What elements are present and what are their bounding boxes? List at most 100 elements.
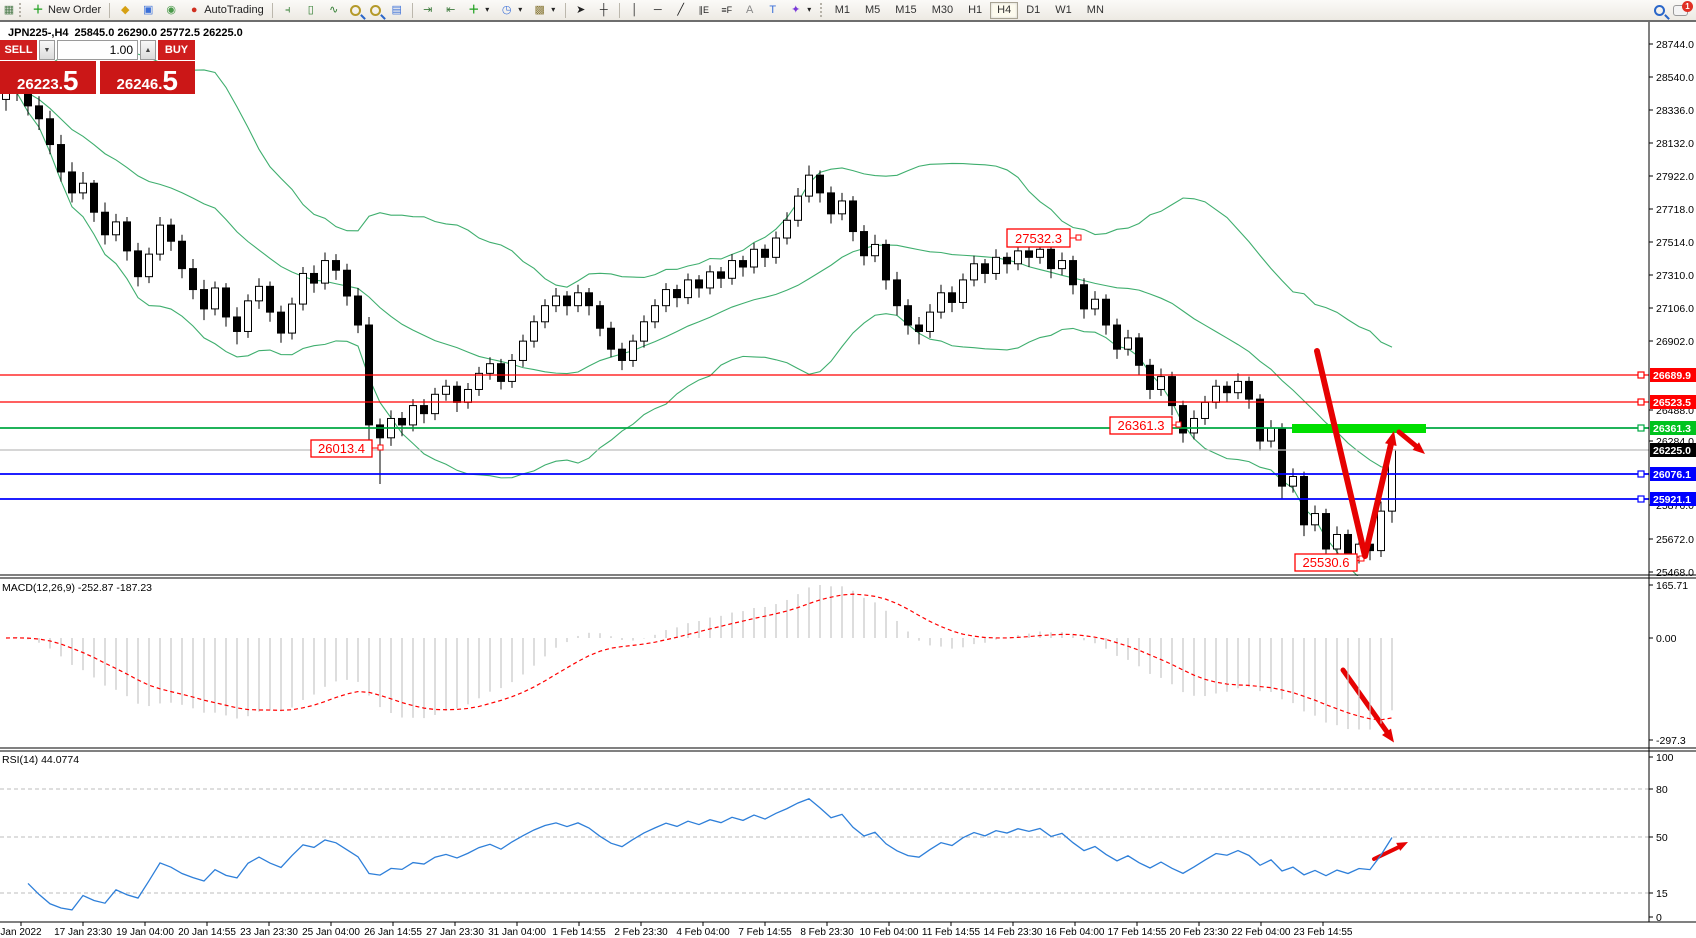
volume-input[interactable]: 1.00 bbox=[57, 40, 138, 60]
cursor-icon: ➤ bbox=[576, 3, 586, 16]
toolbar-separator bbox=[271, 2, 273, 18]
svg-text:0: 0 bbox=[1656, 912, 1662, 924]
time-axis[interactable]: Jan 2022 17 Jan 23:30 19 Jan 04:00 20 Jan 1… bbox=[0, 922, 1353, 938]
terminal-button[interactable]: ▣ bbox=[137, 1, 159, 19]
autotrading-icon: ● bbox=[190, 3, 198, 16]
svg-text:27922.0: 27922.0 bbox=[1656, 171, 1694, 183]
notification-badge: 1 bbox=[1682, 0, 1693, 12]
sell-button[interactable]: SELL bbox=[0, 40, 37, 60]
timeframe-m1[interactable]: M1 bbox=[834, 4, 850, 16]
svg-text:1 Feb 14:55: 1 Feb 14:55 bbox=[552, 927, 606, 938]
volume-up-button[interactable]: ▲ bbox=[140, 40, 156, 60]
macd-down-arrow bbox=[1340, 667, 1390, 735]
auto-scroll-icon: ⇥ bbox=[423, 3, 433, 16]
buy-price: 26246 bbox=[116, 75, 159, 93]
one-click-trade-widget: SELL ▼ 1.00 ▲ BUY 26223. 5 26246. 5 bbox=[0, 40, 195, 94]
svg-text:26902.0: 26902.0 bbox=[1656, 336, 1694, 348]
search-icon[interactable] bbox=[1654, 4, 1665, 16]
tile-windows-button[interactable]: ▤ bbox=[386, 1, 408, 19]
macd-signal-line bbox=[5, 593, 1393, 721]
autotrading-button[interactable]: ● AutoTrading bbox=[183, 1, 268, 19]
templates-button[interactable]: ▩ ▾ bbox=[529, 1, 561, 19]
toolbar-grip bbox=[819, 3, 825, 17]
zoom-in-button[interactable] bbox=[346, 1, 365, 19]
svg-text:7 Feb 14:55: 7 Feb 14:55 bbox=[738, 927, 792, 938]
price-annotations[interactable]: 27532.3 26361.3 26013.4 25530.6 bbox=[310, 228, 1365, 572]
chart-window-icon[interactable]: ▦ bbox=[3, 3, 15, 16]
vertical-line-button[interactable]: │ bbox=[624, 1, 646, 19]
text-label-button[interactable]: T bbox=[762, 1, 784, 19]
svg-text:28336.0: 28336.0 bbox=[1656, 105, 1694, 117]
bar-chart-button[interactable]: ⫞ bbox=[277, 1, 299, 19]
line-chart-button[interactable]: ∿ bbox=[323, 1, 345, 19]
new-order-icon: ＋ bbox=[32, 3, 44, 16]
timeframe-h1[interactable]: H1 bbox=[968, 4, 983, 16]
timeframe-d1[interactable]: D1 bbox=[1026, 4, 1041, 16]
timeframe-mn[interactable]: MN bbox=[1086, 4, 1104, 16]
dropdown-arrow-icon: ▾ bbox=[518, 5, 523, 14]
crosshair-button[interactable]: ┼ bbox=[593, 1, 615, 19]
candlestick-icon: ▯ bbox=[307, 3, 314, 16]
periods-button[interactable]: ◷ ▾ bbox=[496, 1, 528, 19]
sell-price-panel[interactable]: 26223. 5 bbox=[0, 61, 96, 94]
svg-text:8 Feb 23:30: 8 Feb 23:30 bbox=[800, 927, 854, 938]
equidistant-channel-button[interactable]: ∥E bbox=[693, 1, 715, 19]
signal-button[interactable]: ◉ bbox=[160, 1, 182, 19]
svg-text:19 Jan 04:00: 19 Jan 04:00 bbox=[116, 927, 174, 938]
rsi-up-arrow bbox=[1372, 845, 1401, 861]
timeframe-m5[interactable]: M5 bbox=[865, 4, 881, 16]
svg-text:10 Feb 04:00: 10 Feb 04:00 bbox=[860, 927, 919, 938]
svg-text:17 Jan 23:30: 17 Jan 23:30 bbox=[54, 927, 112, 938]
cursor-button[interactable]: ➤ bbox=[570, 1, 592, 19]
arrows-button[interactable]: ✦ ▾ bbox=[785, 1, 817, 19]
toolbar-separator bbox=[618, 2, 620, 18]
volume-down-button[interactable]: ▼ bbox=[39, 40, 55, 60]
charts-button[interactable]: ◆ bbox=[114, 1, 136, 19]
svg-text:20 Feb 23:30: 20 Feb 23:30 bbox=[1170, 927, 1229, 938]
timeframe-m30[interactable]: M30 bbox=[931, 4, 954, 16]
panel-borders bbox=[0, 20, 1696, 923]
svg-text:28132.0: 28132.0 bbox=[1656, 138, 1694, 150]
toolbar-separator bbox=[109, 2, 111, 18]
svg-text:25530.6: 25530.6 bbox=[1303, 555, 1350, 570]
text-button[interactable]: A bbox=[739, 1, 761, 19]
zoom-out-button[interactable] bbox=[366, 1, 385, 19]
buy-button[interactable]: BUY bbox=[158, 40, 195, 60]
svg-text:14 Feb 23:30: 14 Feb 23:30 bbox=[984, 927, 1043, 938]
candlestick-button[interactable]: ▯ bbox=[300, 1, 322, 19]
indicators-button[interactable]: ＋ ▾ bbox=[463, 1, 495, 19]
timeframe-h4[interactable]: H4 bbox=[990, 1, 1019, 19]
fibonacci-button[interactable]: ≡F bbox=[716, 1, 738, 19]
svg-text:25 Jan 04:00: 25 Jan 04:00 bbox=[302, 927, 360, 938]
trend-arrows[interactable] bbox=[1314, 348, 1425, 861]
toolbar-separator bbox=[564, 2, 566, 18]
horizontal-line-icon: ─ bbox=[653, 3, 662, 16]
svg-text:15: 15 bbox=[1656, 888, 1668, 900]
indicators-icon: ＋ bbox=[468, 3, 480, 16]
auto-scroll-button[interactable]: ⇥ bbox=[417, 1, 439, 19]
horizontal-line-button[interactable]: ─ bbox=[647, 1, 669, 19]
rsi-label: RSI(14) 44.0774 bbox=[2, 754, 79, 766]
sell-price: 26223 bbox=[17, 75, 59, 93]
ohlc-values: 25845.0 26290.0 25772.5 26225.0 bbox=[74, 27, 243, 39]
tile-windows-icon: ▤ bbox=[391, 3, 402, 16]
svg-text:-297.3: -297.3 bbox=[1656, 735, 1686, 747]
buy-price-panel[interactable]: 26246. 5 bbox=[99, 61, 195, 94]
dropdown-arrow-icon: ▾ bbox=[485, 5, 490, 14]
svg-text:31 Jan 04:00: 31 Jan 04:00 bbox=[488, 927, 546, 938]
timeframe-w1[interactable]: W1 bbox=[1055, 4, 1072, 16]
chat-icon[interactable]: 1 bbox=[1673, 0, 1693, 16]
level-lines[interactable] bbox=[0, 371, 1649, 503]
indicator-labels: MACD(12,26,9) -252.87 -187.23 165.71 0.00 -… bbox=[2, 580, 1688, 924]
svg-text:100: 100 bbox=[1656, 752, 1674, 764]
zoom-in-icon bbox=[349, 4, 361, 16]
timeframe-m15[interactable]: M15 bbox=[895, 4, 917, 16]
new-order-button[interactable]: ＋ New Order bbox=[27, 1, 105, 19]
svg-text:25921.1: 25921.1 bbox=[1653, 494, 1691, 506]
highlight-zone[interactable] bbox=[1292, 424, 1426, 433]
svg-text:26076.1: 26076.1 bbox=[1653, 469, 1691, 481]
pullback-arrow bbox=[1396, 429, 1419, 449]
trendline-button[interactable]: ╱ bbox=[670, 1, 692, 19]
chart-shift-button[interactable]: ⇤ bbox=[440, 1, 462, 19]
